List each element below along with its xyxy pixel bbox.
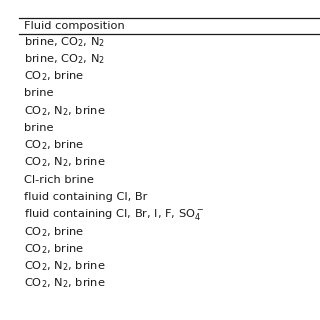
Text: CO$_2$, N$_2$, brine: CO$_2$, N$_2$, brine: [24, 156, 106, 170]
Text: brine, CO$_2$, N$_2$: brine, CO$_2$, N$_2$: [24, 52, 105, 66]
Text: brine: brine: [24, 88, 53, 99]
Text: CO$_2$, N$_2$, brine: CO$_2$, N$_2$, brine: [24, 276, 106, 291]
Text: CO$_2$, brine: CO$_2$, brine: [24, 242, 84, 256]
Text: CO$_2$, brine: CO$_2$, brine: [24, 138, 84, 152]
Text: CO$_2$, N$_2$, brine: CO$_2$, N$_2$, brine: [24, 104, 106, 118]
Text: fluid containing Cl, Br, I, F, SO$_4^-$: fluid containing Cl, Br, I, F, SO$_4^-$: [24, 207, 204, 222]
Text: CO$_2$, brine: CO$_2$, brine: [24, 69, 84, 83]
Text: CO$_2$, brine: CO$_2$, brine: [24, 225, 84, 239]
Text: brine: brine: [24, 123, 53, 133]
Text: Cl-rich brine: Cl-rich brine: [24, 175, 94, 185]
Text: Fluid composition: Fluid composition: [24, 20, 125, 31]
Text: brine, CO$_2$, N$_2$: brine, CO$_2$, N$_2$: [24, 35, 105, 49]
Text: CO$_2$, N$_2$, brine: CO$_2$, N$_2$, brine: [24, 259, 106, 273]
Text: fluid containing Cl, Br: fluid containing Cl, Br: [24, 192, 148, 202]
